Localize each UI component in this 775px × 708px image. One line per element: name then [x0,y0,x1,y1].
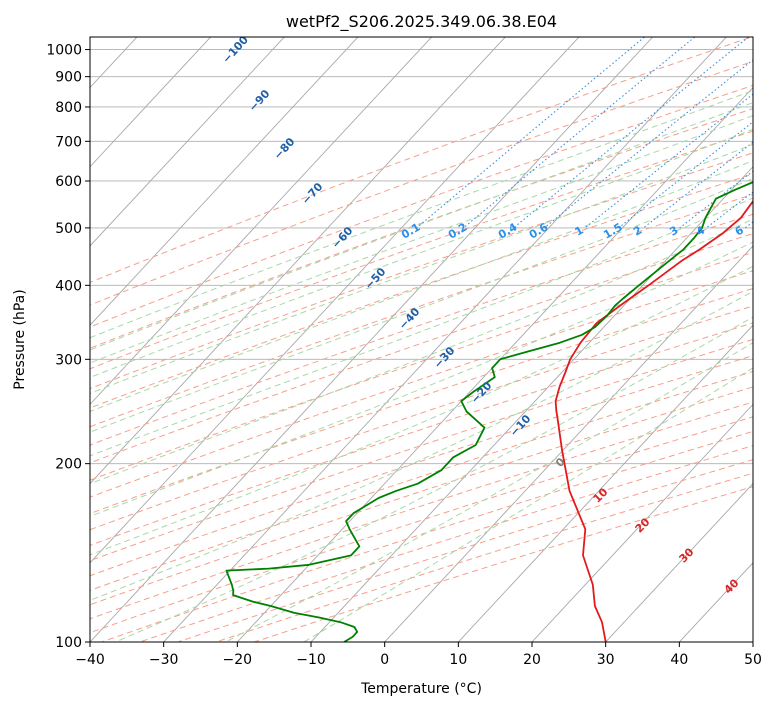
mixing-ratio-label: 0.6 [527,220,551,241]
y-tick-label: 600 [55,174,82,190]
mixing-ratio-label: 8 [761,224,774,239]
isotherm-line [384,245,753,642]
moist-adiabat-label: 10 [591,485,611,505]
isotherm-line [752,641,753,642]
x-tick-label: −10 [296,652,326,668]
dry-adiabat-line [254,486,753,642]
moist-adiabat-line [90,114,753,364]
isotherm-line [90,37,580,564]
dry-adiabats [90,37,753,642]
mixing-ratio-label: 6 [733,223,746,238]
mixing-ratio-line-0.4 [513,37,750,229]
isotherm-line [90,37,212,168]
x-tick-label: 40 [670,652,688,668]
moist-adiabat-line [303,367,753,642]
dewpoint-profile [225,181,753,642]
x-tick-label: −40 [75,652,105,668]
dry-adiabat-label: −80 [271,135,297,162]
dry-adiabat-label: −90 [246,87,272,114]
isotherm-line [90,37,359,326]
dry-adiabat-label: −70 [299,180,325,207]
moist-adiabat-line [90,160,753,413]
plot-frame [89,36,754,643]
dry-adiabat-line [90,152,753,390]
isotherm-line [90,37,506,485]
isotherm-line [605,482,753,642]
y-axis-label: Pressure (hPa) [12,289,28,389]
temperature-profile [554,199,753,642]
y-tick-label: 400 [55,278,82,294]
mixing-ratio-line-1 [584,93,753,229]
x-tick-label: 30 [597,652,615,668]
isotherm-line [90,37,285,247]
plot-area: −100−90−80−70−60−50−40−30−20−100.1 0.2 0.4… [0,25,774,669]
dry-adiabat-line [90,322,753,546]
dry-adiabat-line [90,386,753,606]
dry-adiabat-line [90,60,753,306]
moist-adiabat-line [90,102,753,351]
x-tick-label: −20 [223,652,253,668]
y-tick-label: 200 [55,457,82,473]
dry-adiabat-line [90,84,753,328]
mixing-ratio-label: 1 [573,224,586,239]
y-tick-label: 700 [55,134,82,150]
mixing-ratio-lines [416,37,753,229]
y-tick-label: 1000 [46,43,82,59]
mixing-ratio-line-6 [744,221,753,229]
mixing-ratio-line-0.2 [463,37,696,229]
dry-adiabat-line [90,401,753,620]
mixing-ratio-label: 2 [631,224,644,239]
moist-adiabat-line [90,177,753,433]
dry-adiabat-line [90,416,753,634]
isotherm-line [457,324,753,642]
moist-adiabat-line [90,143,753,394]
y-tick-label: 300 [55,352,82,368]
mixing-ratio-line-0.6 [543,59,753,229]
moist-adiabat-line [90,290,753,601]
x-tick-label: 10 [449,652,467,668]
moist-adiabat-line [90,241,753,517]
dry-adiabat-line [139,445,753,642]
y-tick-label: 100 [55,635,82,651]
dry-adiabat-line [90,213,753,446]
isotherm-line [310,166,753,642]
moist-adiabats [90,89,753,642]
moist-adiabat-line [90,89,753,339]
isotherm-line [90,37,654,642]
y-tick-label: 500 [55,221,82,237]
isotherm-line [531,403,753,642]
x-tick-label: 50 [744,652,762,668]
moist-adiabat-line [90,218,753,485]
moist-adiabat-line [90,197,753,457]
isotherm-line [236,86,753,642]
dry-adiabat-line [90,130,753,370]
x-axis-label: Temperature (°C) [360,681,482,697]
dry-adiabat-line [90,355,753,577]
chart-title: wetPf2_S206.2025.349.06.38.E04 [286,12,557,32]
dry-adiabat-line [90,338,753,562]
mixing-ratio-line-0.1 [416,37,646,229]
mixing-ratio-label: 1.5 [601,221,624,242]
contour-labels: −100−90−80−70−60−50−40−30−20−100.1 0.2 0.4… [220,37,774,597]
dry-adiabat-line [90,305,753,531]
y-tick-label: 800 [55,100,82,116]
x-tick-label: 0 [380,652,389,668]
x-tick-label: 20 [523,652,541,668]
isotherm-line [0,25,1,669]
sounding-profiles [225,181,753,642]
dry-adiabat-label: −40 [396,305,422,332]
dry-adiabat-label: −50 [362,265,388,292]
mixing-ratio-line-2 [643,141,753,229]
y-tick-label: 900 [55,70,82,86]
isotherm-line [90,37,433,406]
dry-adiabat-label: −30 [431,344,457,371]
dry-adiabat-line [90,270,753,498]
y-axis: 100 200 300 400 500 600 700 800 900 1000 [46,43,90,651]
mixing-ratio-line-3 [679,170,753,229]
x-axis: −40 −30 −20 −10 0 10 20 30 40 50 [75,642,762,668]
moist-adiabat-label: 20 [633,515,653,535]
mixing-ratio-label: 3 [667,224,680,239]
x-tick-label: −30 [149,652,179,668]
